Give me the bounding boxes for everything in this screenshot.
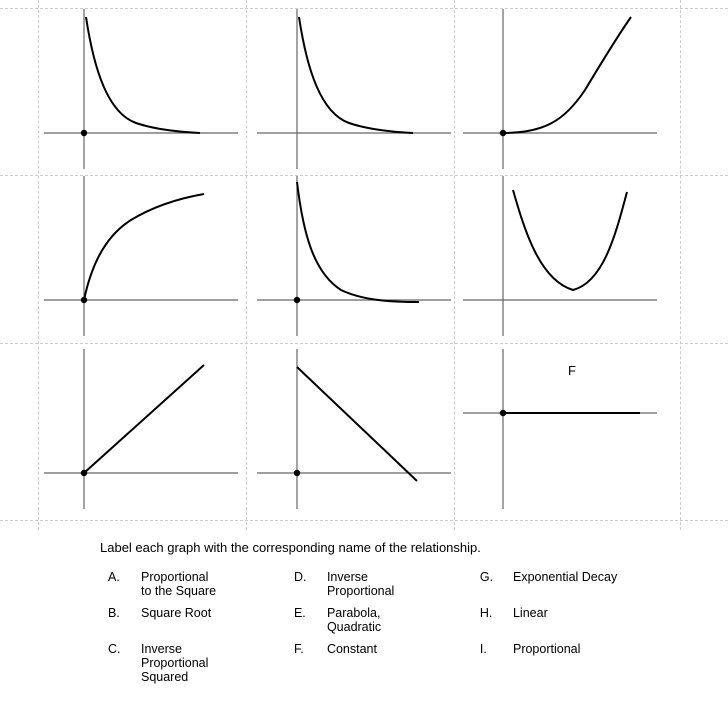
- answer-text: InverseProportionalSquared: [135, 639, 286, 687]
- answer-text: Constant: [321, 639, 472, 687]
- graph-label-f: F: [568, 363, 576, 378]
- answer-text: InverseProportional: [321, 567, 472, 601]
- answer-letter: F.: [288, 639, 319, 687]
- graph-g22: [249, 172, 459, 342]
- answer-options: A.Proportionalto the SquareD.InverseProp…: [100, 565, 660, 689]
- answer-text: Linear: [507, 603, 658, 637]
- answer-row: B.Square RootE.Parabola,QuadraticH.Linea…: [102, 603, 658, 637]
- answer-row: C.InverseProportionalSquaredF.ConstantI.…: [102, 639, 658, 687]
- answer-letter: G.: [474, 567, 505, 601]
- graph-g21: [36, 172, 246, 342]
- graph-g13: [455, 5, 665, 175]
- v-guide: [246, 0, 247, 530]
- answer-letter: C.: [102, 639, 133, 687]
- h-guide: [0, 520, 728, 521]
- answer-text: Proportionalto the Square: [135, 567, 286, 601]
- answer-letter: B.: [102, 603, 133, 637]
- answer-letter: I.: [474, 639, 505, 687]
- graph-g23: [455, 172, 665, 342]
- answer-text: Parabola,Quadratic: [321, 603, 472, 637]
- graph-g31: [36, 345, 246, 515]
- answer-letter: A.: [102, 567, 133, 601]
- answer-text: Proportional: [507, 639, 658, 687]
- graph-g12: [249, 5, 459, 175]
- instruction-text: Label each graph with the corresponding …: [100, 540, 481, 555]
- answer-letter: E.: [288, 603, 319, 637]
- graph-g32: [249, 345, 459, 515]
- graph-g33: [455, 345, 665, 515]
- graph-g11: [36, 5, 246, 175]
- answer-letter: H.: [474, 603, 505, 637]
- answer-row: A.Proportionalto the SquareD.InverseProp…: [102, 567, 658, 601]
- h-guide: [0, 343, 728, 344]
- answer-text: Exponential Decay: [507, 567, 658, 601]
- v-guide: [680, 0, 681, 530]
- worksheet-page: F Label each graph with the correspondin…: [0, 0, 728, 707]
- answer-text: Square Root: [135, 603, 286, 637]
- answer-letter: D.: [288, 567, 319, 601]
